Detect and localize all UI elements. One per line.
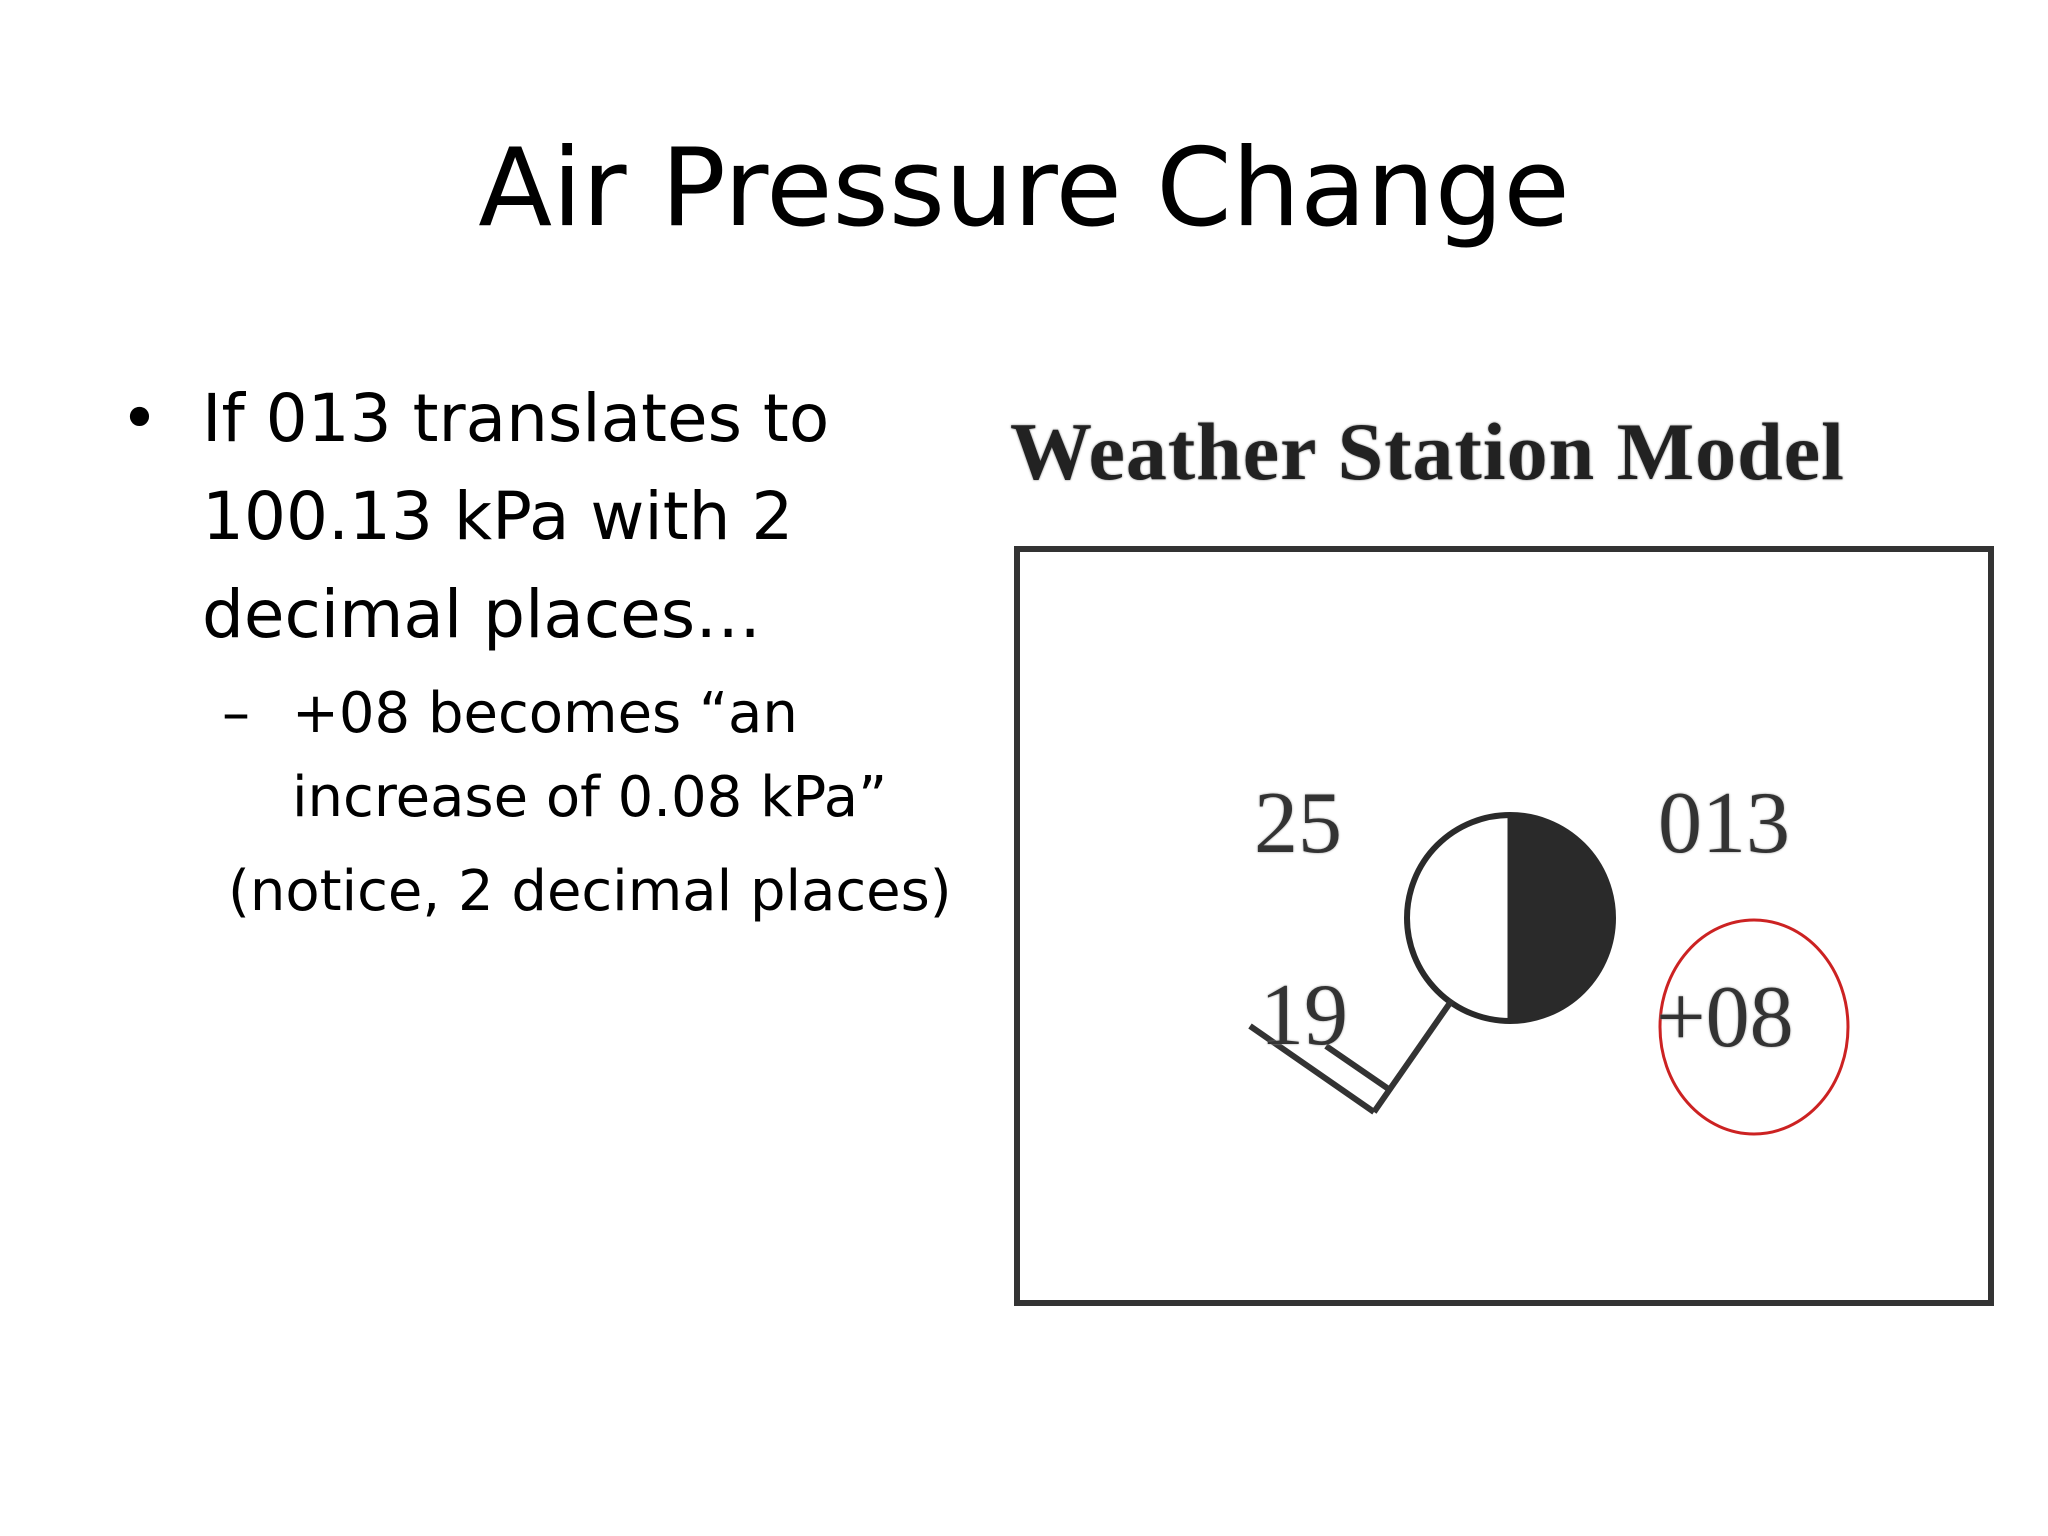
bullet-list: • If 013 translates to 100.13 kPa with 2… bbox=[120, 370, 980, 934]
dew-point-value: 19 bbox=[1260, 967, 1348, 1064]
slide-title: Air Pressure Change bbox=[478, 126, 1570, 251]
sub-bullet-item: – +08 becomes “an increase of 0.08 kPa” bbox=[120, 672, 980, 840]
wind-shaft bbox=[1371, 998, 1455, 1114]
bullet-item: • If 013 translates to 100.13 kPa with 2… bbox=[120, 370, 980, 664]
bullet-line: 100.13 kPa with 2 bbox=[202, 478, 794, 555]
station-model-box: 25 19 013 +08 bbox=[1014, 546, 1994, 1306]
sub-bullet-marker: – bbox=[222, 681, 250, 746]
pressure-tendency-value: +08 bbox=[1656, 969, 1794, 1066]
pressure-value: 013 bbox=[1658, 775, 1790, 872]
bullet-marker: • bbox=[120, 380, 159, 457]
sub-bullet-line: increase of 0.08 kPa” bbox=[292, 765, 888, 830]
highlight-circle bbox=[1658, 918, 1850, 1136]
cloud-cover-fill bbox=[1510, 815, 1613, 1021]
station-model-graphic bbox=[1248, 812, 1850, 1136]
bullet-line: decimal places… bbox=[202, 576, 762, 653]
figure-title: Weather Station Model bbox=[1010, 406, 1845, 497]
wind-barb-long bbox=[1248, 1023, 1376, 1115]
note-text: (notice, 2 decimal places) bbox=[228, 859, 952, 924]
sub-bullet-line: +08 becomes “an bbox=[292, 681, 798, 746]
temperature-value: 25 bbox=[1254, 775, 1342, 872]
bullet-line: If 013 translates to bbox=[202, 380, 830, 457]
wind-barb-short bbox=[1324, 1043, 1392, 1093]
